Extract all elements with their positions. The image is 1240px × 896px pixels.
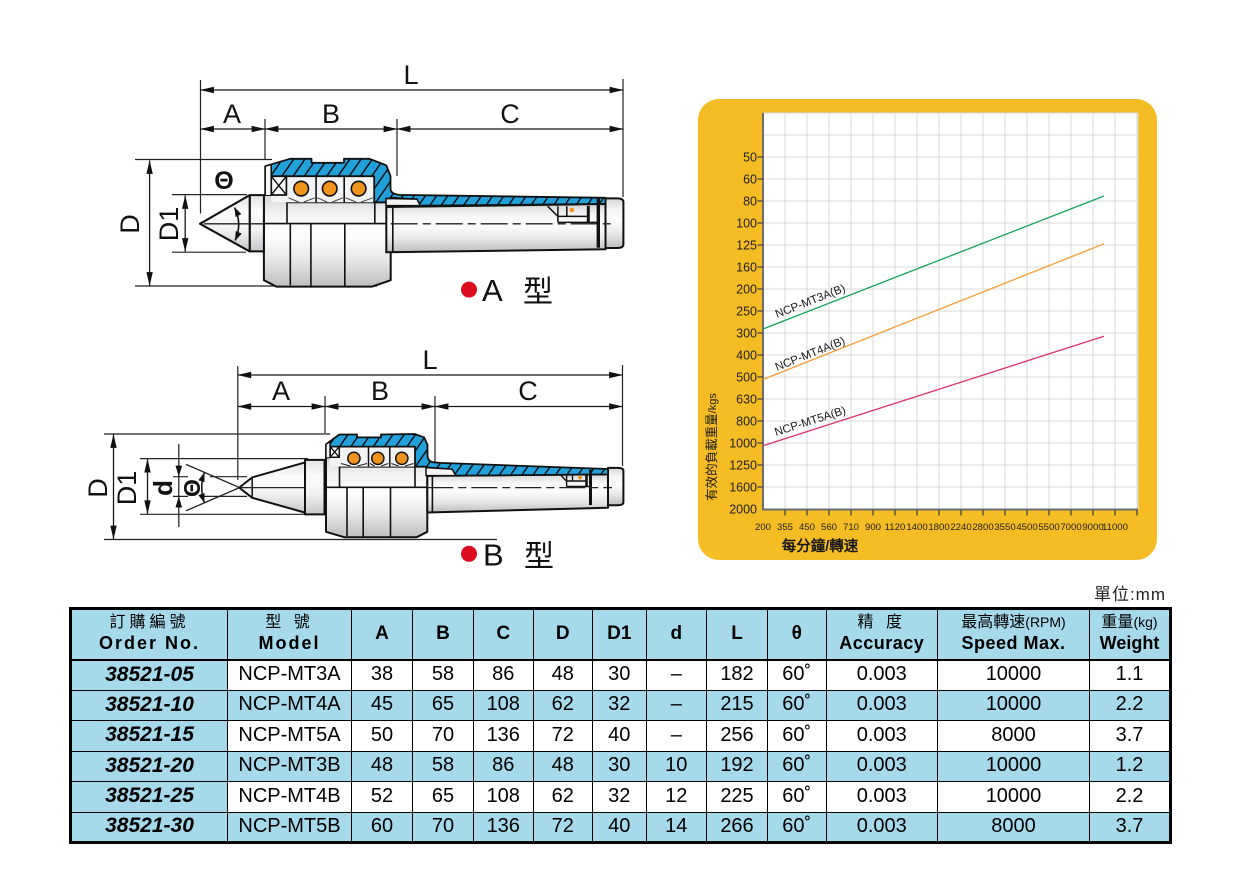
svg-text:5500: 5500: [1038, 522, 1059, 533]
svg-text:1000: 1000: [729, 437, 757, 451]
svg-text:500: 500: [736, 371, 757, 385]
svg-text:11000: 11000: [1102, 522, 1128, 533]
svg-text:400: 400: [736, 349, 757, 363]
svg-text:80: 80: [743, 195, 757, 209]
svg-text:4500: 4500: [1016, 522, 1037, 533]
svg-text:800: 800: [736, 415, 757, 429]
svg-text:D: D: [115, 214, 145, 234]
svg-text:3550: 3550: [994, 522, 1015, 533]
svg-text:型: 型: [524, 541, 554, 574]
svg-text:560: 560: [821, 522, 837, 533]
svg-text:300: 300: [736, 327, 757, 341]
svg-text:50: 50: [743, 151, 757, 165]
svg-text:60: 60: [743, 173, 757, 187]
svg-text:1250: 1250: [729, 459, 757, 473]
svg-text:d: d: [148, 480, 178, 496]
svg-text:B: B: [483, 538, 504, 573]
svg-text:1120: 1120: [885, 522, 906, 533]
svg-text:Θ: Θ: [214, 167, 233, 195]
svg-text:1600: 1600: [729, 481, 757, 495]
svg-text:A: A: [482, 273, 503, 308]
svg-text:710: 710: [843, 522, 859, 533]
svg-text:有效的負載重量/kgs: 有效的負載重量/kgs: [704, 393, 719, 501]
svg-text:900: 900: [865, 522, 881, 533]
svg-text:250: 250: [736, 305, 757, 319]
svg-text:2240: 2240: [950, 522, 971, 533]
svg-text:D: D: [83, 478, 113, 498]
svg-text:125: 125: [736, 239, 757, 253]
svg-text:每分鐘/轉速: 每分鐘/轉速: [782, 537, 859, 555]
svg-text:D1: D1: [154, 207, 184, 242]
svg-text:160: 160: [736, 261, 757, 275]
svg-text:2800: 2800: [972, 522, 993, 533]
svg-text:C: C: [500, 99, 520, 129]
svg-text:型: 型: [523, 276, 553, 309]
svg-text:630: 630: [736, 393, 757, 407]
svg-text:450: 450: [799, 522, 815, 533]
svg-text:L: L: [422, 345, 437, 375]
svg-text:100: 100: [736, 217, 757, 231]
svg-text:B: B: [322, 99, 340, 129]
svg-text:355: 355: [777, 522, 793, 533]
svg-text:1400: 1400: [906, 522, 927, 533]
svg-text:D1: D1: [112, 471, 142, 506]
svg-text:C: C: [518, 376, 538, 406]
svg-text:1800: 1800: [928, 522, 949, 533]
svg-text:Θ: Θ: [179, 479, 205, 497]
svg-text:200: 200: [755, 522, 771, 533]
svg-text:200: 200: [736, 283, 757, 297]
svg-text:9000: 9000: [1082, 522, 1103, 533]
svg-text:L: L: [403, 60, 418, 90]
svg-text:B: B: [371, 376, 389, 406]
svg-text:A: A: [223, 99, 241, 129]
svg-text:7000: 7000: [1060, 522, 1081, 533]
svg-text:A: A: [272, 376, 290, 406]
svg-text:2000: 2000: [729, 503, 757, 517]
